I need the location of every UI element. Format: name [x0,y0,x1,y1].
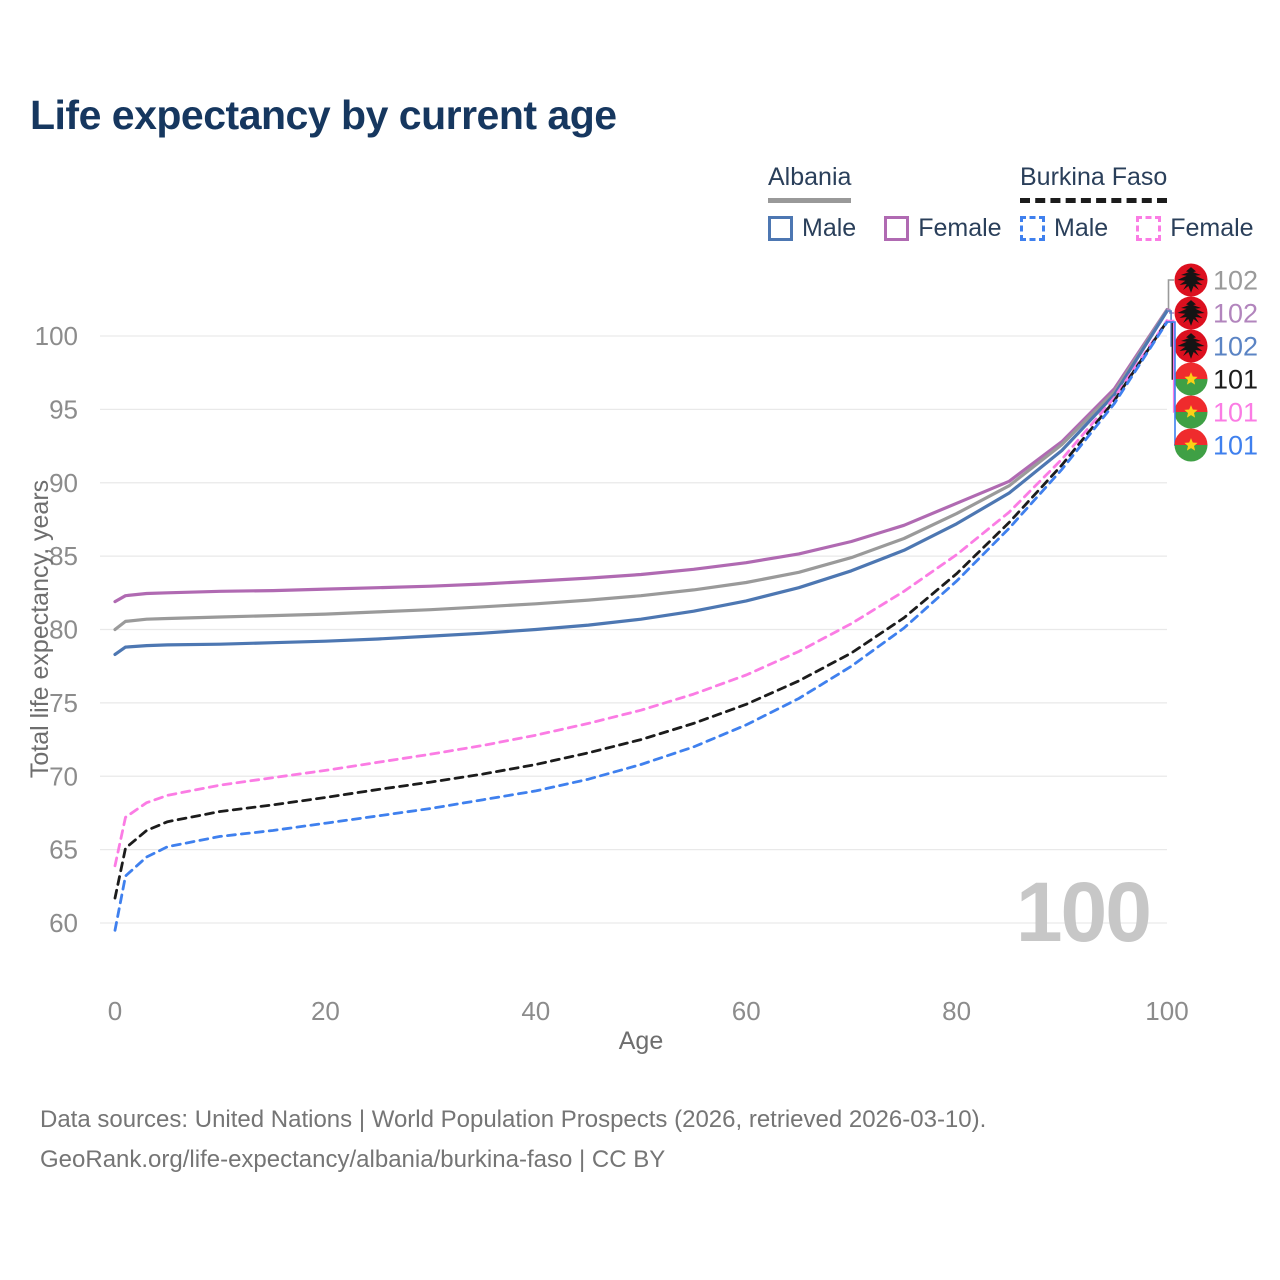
y-tick-label: 65 [49,835,78,865]
eagle-emblem [1177,333,1205,359]
legend-group-albania: Albania Male Female [768,163,1002,243]
legend-group-burkina-faso: Burkina Faso Male Female [1020,163,1254,243]
legend-items-albania: Male Female [768,214,1002,243]
flag-top-band [1174,395,1208,412]
series-line-albania_female [113,308,1169,604]
footer-data-sources: Data sources: United Nations | World Pop… [40,1106,987,1133]
flag-star [1184,372,1198,385]
watermark-age: 100 [1016,865,1150,959]
end-label-value: 101 [1213,431,1258,461]
series-line-albania_male [113,309,1169,657]
y-tick-label: 70 [49,761,78,791]
legend-item-label: Male [802,214,857,242]
y-tick-label: 75 [49,688,78,718]
end-label-value: 102 [1213,266,1258,296]
legend-swatch-burkina-faso-female-icon [1136,216,1162,241]
flag-bottom-band [1174,445,1208,462]
flag-burkina_faso-icon [1174,362,1208,396]
legend-country-albania[interactable]: Albania [768,163,852,203]
flag-albania-icon [1174,296,1208,330]
legend-item-burkina-faso-female[interactable]: Female [1136,214,1254,243]
legend-item-label: Female [1170,214,1254,242]
x-tick-label: 80 [942,996,971,1026]
end-label-value: 101 [1213,365,1258,395]
y-tick-label: 90 [49,468,78,498]
x-tick-label: 20 [311,996,340,1026]
footer-attribution: GeoRank.org/life-expectancy/albania/burk… [40,1146,666,1173]
legend-swatch-albania-female-icon [884,216,910,241]
eagle-emblem [1177,300,1205,326]
legend-item-burkina-faso-male[interactable]: Male [1020,214,1108,243]
legend-item-label: Male [1054,214,1109,242]
leader-line [1167,319,1175,413]
flag-star [1184,405,1198,418]
legend-item-albania-female[interactable]: Female [884,214,1002,243]
series-line-bf_male [113,320,1169,932]
leader-line [1167,279,1174,312]
eagle-emblem [1177,267,1205,293]
end-label-value: 102 [1213,299,1258,329]
flag-burkina_faso-icon [1174,395,1208,429]
y-tick-label: 80 [49,615,78,645]
legend-swatch-albania-male-icon [768,216,793,241]
x-tick-label: 100 [1145,996,1188,1026]
legend-swatch-burkina-faso-male-icon [1020,216,1045,241]
series-line-albania_both [113,308,1169,632]
legend-items-burkina-faso: Male Female [1020,214,1254,243]
flag-star [1184,438,1198,451]
x-tick-label: 40 [521,996,550,1026]
flag-albania-icon [1174,329,1208,363]
x-tick-label: 60 [732,996,761,1026]
legend-item-albania-male[interactable]: Male [768,214,856,243]
series-line-bf_both [113,319,1169,900]
y-axis-title: Total life expectancy, years [26,480,54,778]
chart-series [113,308,1169,932]
y-tick-label: 60 [49,908,78,938]
gridlines [100,335,1167,924]
legend-country-burkina-faso[interactable]: Burkina Faso [1020,163,1168,203]
flag-bottom-band [1174,412,1208,429]
x-tick-label: 0 [108,996,122,1026]
page-title: Life expectancy by current age [30,92,617,138]
flag-burkina_faso-icon [1174,428,1208,462]
end-label-value: 101 [1213,398,1258,428]
flag-top-band [1174,362,1208,379]
x-axis-title: Age [619,1027,663,1055]
flag-top-band [1174,428,1208,445]
series-line-bf_female [113,319,1169,868]
y-tick-label: 100 [35,321,78,351]
axis-ticks: 60 65 70 75 80 85 90 95 100 0 20 40 60 80 100 [35,321,1189,1026]
flag-bottom-band [1174,379,1208,396]
y-tick-label: 85 [49,541,78,571]
flag-albania-icon [1174,263,1208,297]
end-label-value: 102 [1213,332,1258,362]
legend-item-label: Female [918,214,1002,242]
y-tick-label: 95 [49,394,78,424]
